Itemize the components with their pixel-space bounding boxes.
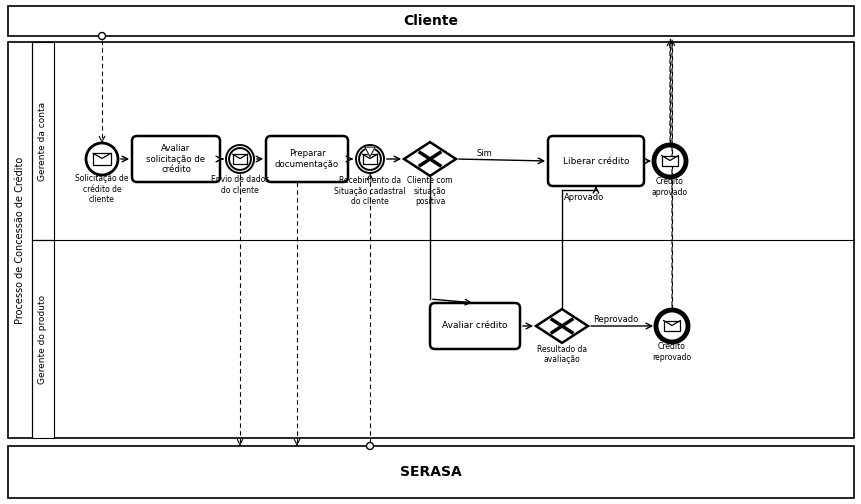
Text: Cliente: Cliente: [403, 14, 458, 28]
Circle shape: [366, 443, 373, 450]
Polygon shape: [404, 142, 455, 176]
Text: Gerente do produto: Gerente do produto: [39, 294, 47, 384]
Text: Preparar
documentação: Preparar documentação: [275, 149, 338, 169]
Circle shape: [359, 148, 381, 170]
Bar: [663, 321, 679, 332]
Bar: [93, 153, 111, 165]
Circle shape: [86, 143, 118, 175]
Text: Gerente da conta: Gerente da conta: [39, 101, 47, 180]
FancyBboxPatch shape: [132, 136, 220, 182]
Text: Recebimento da
Situação cadastral
do cliente: Recebimento da Situação cadastral do cli…: [334, 176, 406, 206]
Text: Crédito
reprovado: Crédito reprovado: [652, 342, 691, 362]
Bar: [8, 42, 853, 438]
FancyBboxPatch shape: [548, 136, 643, 186]
Circle shape: [356, 145, 383, 173]
Text: Reprovado: Reprovado: [592, 316, 638, 325]
Text: Envio de dados
do cliente: Envio de dados do cliente: [211, 175, 269, 195]
Text: SERASA: SERASA: [400, 465, 461, 479]
Bar: [32, 42, 54, 240]
FancyBboxPatch shape: [266, 136, 348, 182]
Text: Sim: Sim: [475, 149, 492, 157]
Circle shape: [98, 32, 105, 39]
Text: Cliente com
situação
positiva: Cliente com situação positiva: [406, 176, 452, 206]
Circle shape: [655, 310, 687, 342]
Bar: [362, 154, 377, 164]
Text: Avaliar
solicitação de
crédito: Avaliar solicitação de crédito: [146, 144, 205, 174]
Bar: [232, 154, 247, 164]
Bar: [8, 6, 853, 36]
Text: Resultado da
avaliação: Resultado da avaliação: [536, 345, 586, 364]
Text: Avaliar crédito: Avaliar crédito: [442, 322, 507, 331]
Text: Solicitação de
crédito de
cliente: Solicitação de crédito de cliente: [75, 174, 128, 204]
Bar: [8, 446, 853, 498]
Text: Processo de Concessão de Crédito: Processo de Concessão de Crédito: [15, 156, 25, 324]
FancyBboxPatch shape: [430, 303, 519, 349]
Bar: [661, 156, 678, 166]
Text: Liberar crédito: Liberar crédito: [562, 157, 629, 165]
Circle shape: [653, 145, 685, 177]
Bar: [32, 240, 54, 438]
Circle shape: [229, 148, 251, 170]
Text: Aprovado: Aprovado: [563, 194, 604, 203]
Text: Crédito
aprovado: Crédito aprovado: [651, 177, 687, 197]
Polygon shape: [536, 309, 587, 343]
Circle shape: [226, 145, 254, 173]
Polygon shape: [364, 147, 375, 157]
